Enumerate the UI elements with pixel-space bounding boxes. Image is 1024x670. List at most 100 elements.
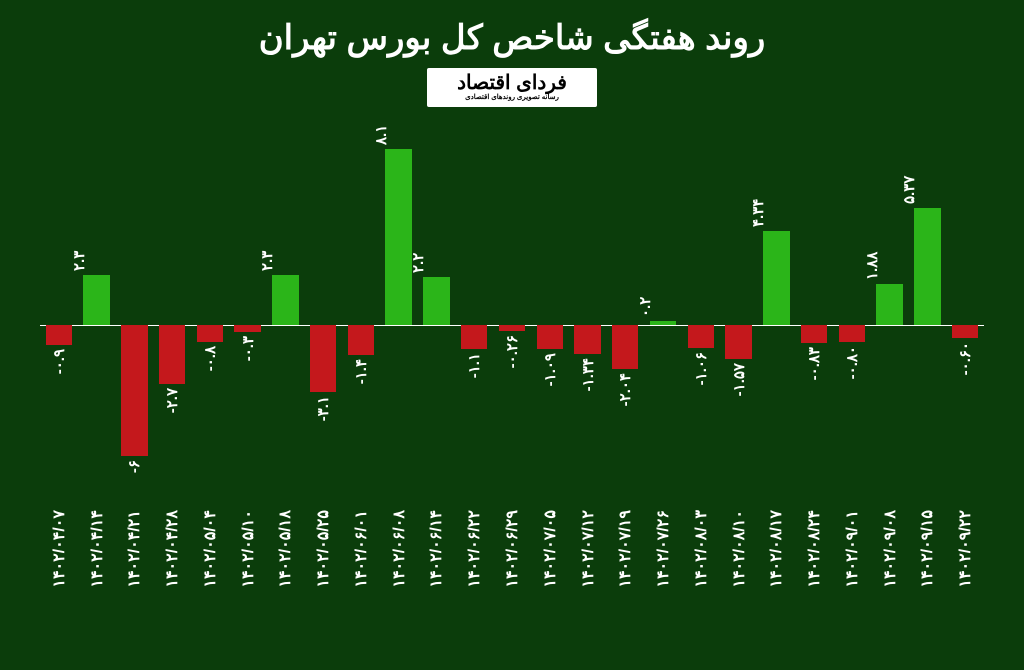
bar-value-label: ۲.۳ [258, 251, 276, 271]
x-axis-label: ۱۴۰۲/۰۶/۰۸ [389, 510, 409, 588]
x-axis-label: ۱۴۰۲/۰۶/۲۹ [502, 510, 522, 588]
bar-slot: ۲.۳ [78, 140, 116, 510]
bar-slot: -۱.۴ [342, 140, 380, 510]
x-axis-label: ۱۴۰۲/۰۹/۰۸ [880, 510, 900, 588]
bar [272, 275, 298, 325]
bar-slot: ۲.۲ [418, 140, 456, 510]
bar [688, 325, 714, 348]
bar-slot: -۰.۸۰ [833, 140, 871, 510]
bar [612, 325, 638, 369]
bar [121, 325, 147, 456]
bar [385, 149, 411, 325]
x-axis-label: ۱۴۰۲/۰۸/۰۳ [691, 510, 711, 588]
bar-slot: -۱.۳۴ [569, 140, 607, 510]
bar [650, 321, 676, 325]
bar [763, 231, 789, 325]
bar-slot: -۱.۱ [455, 140, 493, 510]
bar-slot: -۱.۵۷ [720, 140, 758, 510]
bar [423, 277, 449, 325]
bar-value-label: -۰.۸۳ [805, 347, 823, 380]
bar-value-label: -۶ [125, 460, 143, 473]
x-axis-label: ۱۴۰۲/۰۸/۱۰ [729, 510, 749, 588]
bar-value-label: -۱.۱ [465, 353, 483, 378]
bar [537, 325, 563, 349]
x-axis-label: ۱۴۰۲/۰۹/۲۲ [955, 510, 975, 588]
bar-value-label: -۱.۰۶ [692, 352, 710, 385]
bar-slot: -۰.۶۰ [946, 140, 984, 510]
bar-slot: -۰.۹ [40, 140, 78, 510]
source-logo: فردای اقتصاد رسانه تصویری روندهای اقتصاد… [427, 68, 597, 107]
x-axis-label: ۱۴۰۲/۰۹/۱۵ [917, 510, 937, 588]
bar [348, 325, 374, 355]
bar-slot: ۸.۱ [380, 140, 418, 510]
bar-slot: ۴.۳۴ [757, 140, 795, 510]
plot-area: -۰.۹ ۲.۳ -۶ -۲.۷ -۰.۸ -۰.۳ ۲.۳ -۳.۱ -۱.۴۸.۱۲.۲ -۱… [40, 140, 984, 510]
bar-slot: -۲.۷ [153, 140, 191, 510]
bar [197, 325, 223, 342]
bar [461, 325, 487, 349]
x-axis-label: ۱۴۰۲/۰۵/۱۸ [275, 510, 295, 588]
bar [574, 325, 600, 354]
bar-value-label: ۵.۳۷ [900, 176, 918, 204]
x-axis-label: ۱۴۰۲/۰۸/۱۷ [766, 510, 786, 588]
bar-value-label: -۰.۳ [239, 336, 257, 361]
bar [499, 325, 525, 331]
x-axis-label: ۱۴۰۲/۰۷/۲۶ [653, 510, 673, 588]
bar-slot: -۰.۸۳ [795, 140, 833, 510]
bar-slot: -۱.۰۶ [682, 140, 720, 510]
bar-value-label: -۰.۹ [50, 349, 68, 374]
bar [234, 325, 260, 332]
x-axis-label: ۱۴۰۲/۰۵/۱۰ [238, 510, 258, 588]
x-axis-label: ۱۴۰۲/۰۷/۱۲ [578, 510, 598, 588]
bar-slot: -۱.۰۹ [531, 140, 569, 510]
bar-value-label: ۸.۱ [372, 124, 390, 144]
x-axis-label: ۱۴۰۲/۰۷/۱۹ [615, 510, 635, 588]
x-axis-label: ۱۴۰۲/۰۸/۲۴ [804, 510, 824, 588]
x-axis-label: ۱۴۰۲/۰۴/۱۴ [87, 510, 107, 588]
bar-value-label: -۱.۵۷ [730, 363, 748, 396]
x-axis-label: ۱۴۰۲/۰۷/۰۵ [540, 510, 560, 588]
bar [310, 325, 336, 392]
bar-slot: ۲.۳ [267, 140, 305, 510]
bar-value-label: ۲.۲ [409, 253, 427, 273]
bar-value-label: ۴.۳۴ [749, 198, 767, 226]
x-axis-label: ۱۴۰۲/۰۶/۲۲ [464, 510, 484, 588]
x-axis-label: ۱۴۰۲/۰۹/۰۱ [842, 510, 862, 588]
bar-slot: -۰.۳ [229, 140, 267, 510]
x-axis-label: ۱۴۰۲/۰۶/۱۴ [426, 510, 446, 588]
bar [159, 325, 185, 384]
x-axis-label: ۱۴۰۲/۰۴/۲۸ [162, 510, 182, 588]
weekly-index-chart: -۰.۹ ۲.۳ -۶ -۲.۷ -۰.۸ -۰.۳ ۲.۳ -۳.۱ -۱.۴۸.۱۲.۲ -۱… [40, 140, 984, 630]
bar-value-label: ۲.۳ [70, 251, 88, 271]
bar-slot: ۰.۲ [644, 140, 682, 510]
bar [839, 325, 865, 342]
bar-slot: -۰.۸ [191, 140, 229, 510]
bar [725, 325, 751, 359]
x-axis-label: ۱۴۰۲/۰۴/۲۱ [124, 510, 144, 588]
bar-slot: ۵.۳۷ [908, 140, 946, 510]
bar-value-label: -۰.۸ [201, 346, 219, 371]
logo-main-text: فردای اقتصاد [433, 72, 591, 94]
bar-slot: -۰.۲۶ [493, 140, 531, 510]
x-axis-label: ۱۴۰۲/۰۴/۰۷ [49, 510, 69, 588]
bar-value-label: -۱.۰۹ [541, 353, 559, 386]
logo-sub-text: رسانه تصویری روندهای اقتصادی [433, 94, 591, 104]
bar-slot: -۶ [116, 140, 154, 510]
x-axis: ۱۴۰۲/۰۴/۰۷ ۱۴۰۲/۰۴/۱۴ ۱۴۰۲/۰۴/۲۱ ۱۴۰۲/۰۴/۲۸… [40, 510, 984, 630]
bar-value-label: ۰.۲ [636, 296, 654, 316]
x-axis-label: ۱۴۰۲/۰۶/۰۱ [351, 510, 371, 588]
x-axis-label: ۱۴۰۲/۰۵/۰۴ [200, 510, 220, 588]
bar [952, 325, 978, 338]
bar-value-label: -۲.۷ [163, 388, 181, 413]
bar-value-label: -۲.۰۴ [616, 373, 634, 406]
bar-value-label: -۳.۱ [314, 396, 332, 421]
chart-title: روند هفتگی شاخص کل بورس تهران [0, 0, 1024, 58]
bar-slot: -۲.۰۴ [606, 140, 644, 510]
bar-value-label: -۱.۳۴ [579, 358, 597, 391]
bar-value-label: ۱.۸۸ [863, 252, 881, 280]
bar-value-label: -۰.۸۰ [843, 346, 861, 379]
bar-value-label: -۰.۲۶ [503, 335, 521, 368]
bar [83, 275, 109, 325]
bar-slot: -۳.۱ [304, 140, 342, 510]
bar [801, 325, 827, 343]
